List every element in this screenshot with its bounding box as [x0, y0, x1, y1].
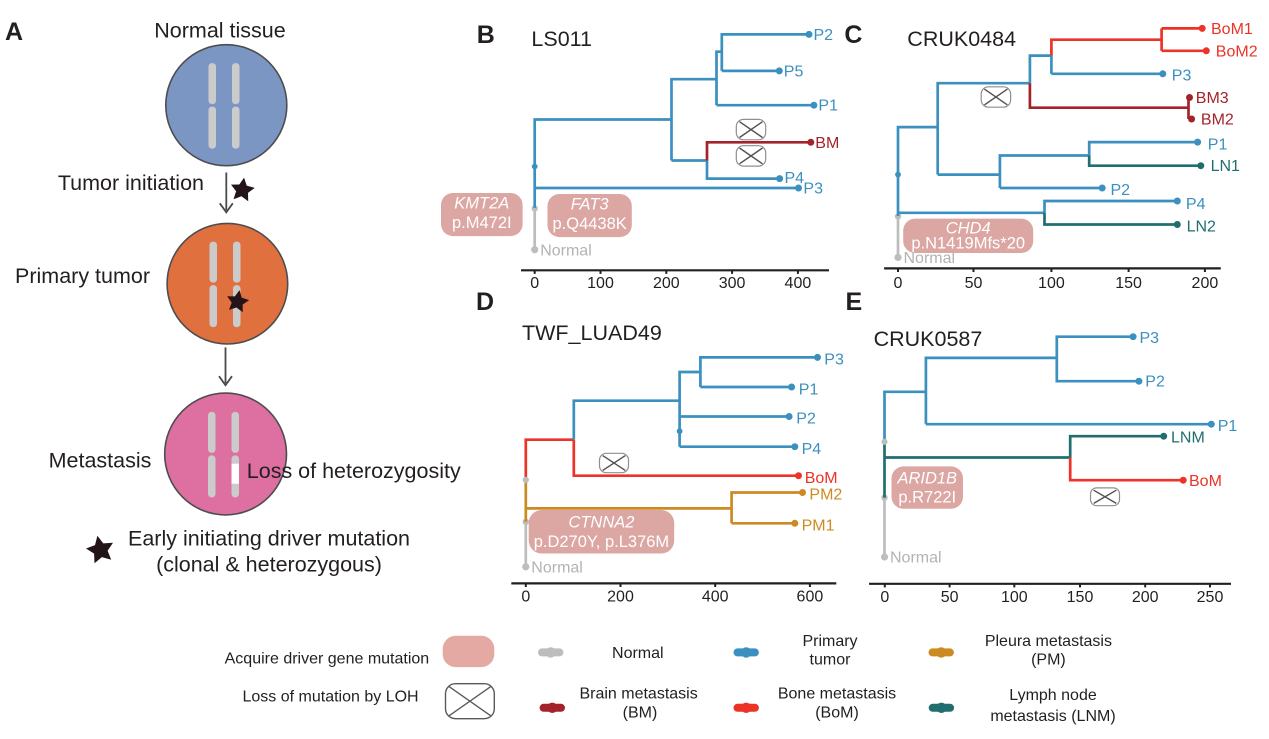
svg-text:PM1: PM1 [802, 518, 835, 535]
svg-text:Primary: Primary [802, 633, 857, 650]
svg-text:400: 400 [702, 589, 729, 606]
svg-text:E: E [846, 288, 863, 316]
svg-text:Loss of heterozygosity: Loss of heterozygosity [247, 459, 461, 483]
svg-text:P4: P4 [802, 441, 822, 458]
svg-text:P2: P2 [1145, 374, 1165, 391]
svg-text:Normal: Normal [531, 559, 583, 576]
svg-text:tumor: tumor [810, 652, 852, 669]
svg-text:100: 100 [1001, 589, 1028, 606]
svg-text:CRUK0587: CRUK0587 [874, 327, 983, 351]
svg-text:LNM: LNM [1171, 429, 1205, 446]
svg-text:100: 100 [1038, 275, 1065, 292]
svg-text:P2: P2 [814, 27, 834, 44]
svg-text:200: 200 [1132, 589, 1159, 606]
svg-text:P1: P1 [1218, 418, 1238, 435]
svg-text:BoM2: BoM2 [1216, 44, 1258, 61]
svg-text:400: 400 [785, 275, 812, 292]
svg-text:Normal: Normal [890, 550, 942, 567]
svg-text:Normal tissue: Normal tissue [154, 19, 285, 43]
svg-text:D: D [476, 288, 494, 316]
svg-text:(PM): (PM) [1031, 652, 1066, 669]
svg-text:Pleura metastasis: Pleura metastasis [985, 633, 1112, 650]
svg-text:Normal: Normal [540, 243, 592, 260]
svg-text:P2: P2 [1111, 182, 1131, 199]
svg-text:Primary tumor: Primary tumor [15, 264, 150, 288]
svg-text:250: 250 [1197, 589, 1224, 606]
svg-text:C: C [844, 21, 862, 49]
svg-text:200: 200 [653, 275, 680, 292]
svg-text:Brain metastasis: Brain metastasis [579, 686, 697, 703]
svg-text:CRUK0484: CRUK0484 [907, 27, 1016, 51]
svg-text:200: 200 [607, 589, 634, 606]
svg-text:Bone metastasis: Bone metastasis [778, 686, 896, 703]
svg-text:BM2: BM2 [1201, 112, 1234, 129]
svg-text:50: 50 [941, 589, 959, 606]
svg-text:Acquire driver gene mutation: Acquire driver gene mutation [225, 650, 430, 667]
svg-text:BoM: BoM [1189, 473, 1222, 490]
svg-text:P3: P3 [1172, 68, 1192, 85]
svg-text:P2: P2 [796, 411, 816, 428]
svg-text:P1: P1 [799, 381, 819, 398]
svg-text:0: 0 [894, 275, 903, 292]
svg-text:PM2: PM2 [809, 487, 842, 504]
svg-text:100: 100 [587, 275, 614, 292]
svg-text:0: 0 [521, 589, 530, 606]
svg-text:BM3: BM3 [1196, 90, 1229, 107]
svg-text:BoM: BoM [805, 470, 838, 487]
svg-text:Normal: Normal [904, 250, 956, 267]
svg-text:p.M472I: p.M472I [452, 214, 512, 232]
svg-text:600: 600 [797, 589, 824, 606]
svg-text:A: A [5, 18, 23, 46]
svg-text:BM: BM [815, 135, 839, 152]
svg-text:p.R722I: p.R722I [898, 489, 956, 507]
svg-text:Metastasis: Metastasis [49, 449, 152, 473]
svg-text:300: 300 [719, 275, 746, 292]
svg-text:P1: P1 [818, 98, 838, 115]
svg-text:P3: P3 [803, 180, 823, 197]
svg-text:LN1: LN1 [1211, 158, 1240, 175]
svg-text:P3: P3 [824, 352, 844, 369]
svg-text:50: 50 [965, 275, 983, 292]
svg-text:FAT3: FAT3 [571, 196, 610, 214]
svg-text:p.Q4438K: p.Q4438K [552, 215, 626, 233]
svg-text:P4: P4 [785, 170, 805, 187]
svg-text:P3: P3 [1140, 330, 1160, 347]
svg-text:metastasis (LNM): metastasis (LNM) [990, 708, 1115, 725]
svg-text:P1: P1 [1208, 136, 1228, 153]
svg-text:CTNNA2: CTNNA2 [568, 514, 634, 532]
svg-text:B: B [477, 21, 495, 49]
svg-text:Tumor initiation: Tumor initiation [58, 171, 204, 195]
svg-text:p.N1419Mfs*20: p.N1419Mfs*20 [911, 234, 1025, 252]
svg-text:0: 0 [530, 275, 539, 292]
svg-text:Normal: Normal [612, 645, 664, 662]
svg-text:TWF_LUAD49: TWF_LUAD49 [522, 321, 662, 345]
svg-text:150: 150 [1067, 589, 1094, 606]
svg-text:KMT2A: KMT2A [454, 195, 509, 213]
svg-text:Loss of mutation by LOH: Loss of mutation by LOH [243, 689, 419, 706]
svg-text:(BoM): (BoM) [815, 705, 859, 722]
svg-text:150: 150 [1115, 275, 1142, 292]
svg-text:CHD4: CHD4 [946, 220, 991, 238]
svg-text:(BM): (BM) [623, 705, 658, 722]
svg-text:Lymph node: Lymph node [1009, 687, 1097, 704]
svg-text:0: 0 [880, 589, 889, 606]
svg-text:p.D270Y, p.L376M: p.D270Y, p.L376M [534, 533, 669, 551]
svg-text:P5: P5 [784, 63, 804, 80]
svg-text:200: 200 [1192, 275, 1219, 292]
svg-text:ARID1B: ARID1B [896, 470, 957, 488]
svg-text:P4: P4 [1186, 196, 1206, 213]
svg-text:(clonal & heterozygous): (clonal & heterozygous) [156, 553, 382, 577]
svg-text:BoM1: BoM1 [1211, 21, 1253, 38]
svg-text:LS011: LS011 [531, 27, 592, 51]
svg-text:Early initiating driver mutati: Early initiating driver mutation [128, 527, 410, 551]
svg-text:LN2: LN2 [1187, 219, 1216, 236]
